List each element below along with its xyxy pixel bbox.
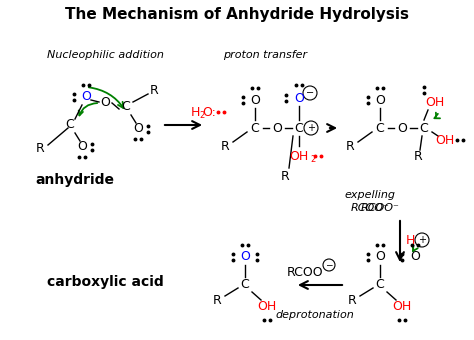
Text: The Mechanism of Anhydride Hydrolysis: The Mechanism of Anhydride Hydrolysis [65, 6, 409, 21]
Text: O: O [410, 251, 420, 264]
Text: expelling: expelling [345, 190, 395, 200]
Text: C: C [375, 121, 384, 135]
Text: O: O [375, 94, 385, 106]
Text: H: H [191, 105, 200, 119]
Text: O:: O: [202, 105, 216, 119]
Text: C: C [122, 101, 130, 114]
Text: R: R [346, 139, 355, 153]
Text: O: O [375, 251, 385, 264]
Text: C: C [241, 278, 249, 291]
Text: R: R [213, 293, 221, 306]
Text: 2: 2 [200, 110, 205, 119]
Text: O: O [240, 251, 250, 264]
Text: H: H [405, 234, 415, 246]
Text: −: − [306, 88, 314, 98]
Text: C: C [65, 119, 74, 132]
Text: deprotonation: deprotonation [275, 310, 355, 320]
Text: +: + [307, 123, 315, 133]
Text: C: C [419, 121, 428, 135]
Text: O: O [294, 91, 304, 104]
Text: O: O [272, 121, 282, 135]
Text: R: R [281, 170, 289, 183]
Text: OH: OH [257, 301, 277, 313]
Text: 2: 2 [310, 154, 316, 164]
Text: R: R [414, 150, 422, 163]
Text: C: C [295, 121, 303, 135]
Text: −: − [325, 260, 333, 270]
Text: proton transfer: proton transfer [223, 50, 307, 60]
Text: O: O [100, 97, 110, 109]
Text: carboxylic acid: carboxylic acid [46, 275, 164, 289]
Text: RCOO⁻: RCOO⁻ [361, 203, 400, 213]
Text: Nucleophilic addition: Nucleophilic addition [46, 50, 164, 60]
Text: O: O [250, 94, 260, 106]
Text: R: R [150, 85, 158, 98]
Text: R: R [220, 139, 229, 153]
Text: +: + [418, 235, 426, 245]
Text: anhydride: anhydride [36, 173, 115, 187]
Text: C: C [375, 278, 384, 291]
Text: OH: OH [392, 301, 411, 313]
Text: RCOO: RCOO [287, 266, 323, 278]
Text: O: O [397, 121, 407, 135]
Text: O: O [81, 90, 91, 103]
Text: R: R [36, 141, 45, 154]
Text: O: O [133, 122, 143, 136]
Text: OH: OH [289, 150, 309, 163]
Text: OH: OH [425, 97, 445, 109]
Text: OH: OH [436, 134, 455, 147]
Text: R: R [347, 293, 356, 306]
Text: RCOO⁻: RCOO⁻ [351, 203, 390, 213]
Text: O: O [77, 140, 87, 153]
Text: C: C [251, 121, 259, 135]
